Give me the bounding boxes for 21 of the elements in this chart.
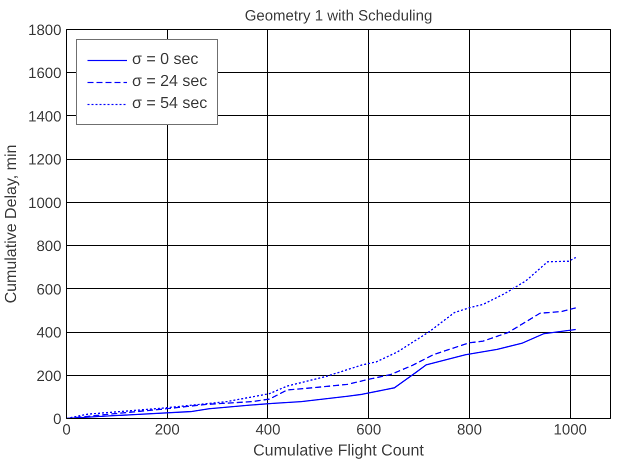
y-axis-title: Cumulative Delay, min: [3, 144, 20, 304]
y-tick-label: 200: [36, 368, 62, 385]
y-tick-label: 1200: [28, 152, 62, 169]
x-tick-label: 400: [255, 422, 280, 438]
y-tick-label: 1400: [28, 108, 62, 126]
y-tick-label: 800: [36, 238, 62, 256]
x-tick-label: 200: [154, 422, 180, 438]
y-tick-label: 600: [36, 281, 62, 298]
y-tick-label: 0: [53, 411, 62, 428]
y-tick-label: 400: [36, 324, 62, 342]
x-axis-title: Cumulative Flight Count: [253, 442, 424, 460]
x-tick-label: 600: [356, 422, 382, 438]
chart-title: Geometry 1 with Scheduling: [244, 8, 432, 24]
y-tick-label: 1600: [28, 65, 62, 82]
y-tick-label: 1800: [28, 22, 62, 39]
legend-label: σ = 24 sec: [132, 73, 208, 91]
x-tick-label: 1000: [554, 422, 587, 438]
y-tick-label: 1000: [28, 194, 62, 212]
legend-label: σ = 54 sec: [132, 95, 208, 113]
x-tick-label: 800: [456, 422, 482, 438]
legend-label: σ = 0 sec: [132, 51, 198, 69]
